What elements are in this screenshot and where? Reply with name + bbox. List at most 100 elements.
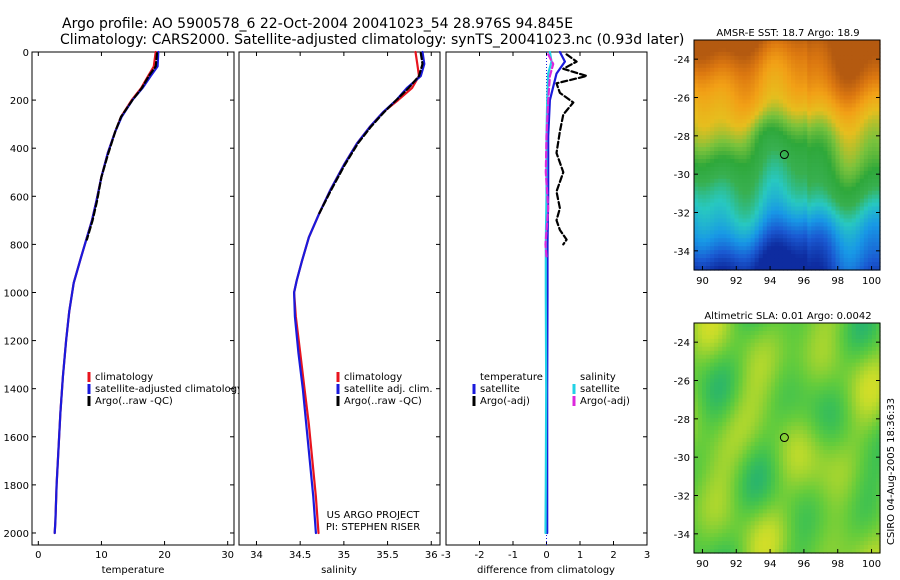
altimetric-cell: [710, 338, 715, 344]
amsre-cell: [726, 238, 731, 243]
altimetric-cell: [855, 354, 861, 360]
altimetric-cell: [871, 362, 877, 368]
altimetric-cell: [694, 398, 699, 403]
altimetric-cell: [819, 505, 824, 510]
altimetric-cell: [758, 489, 764, 495]
amsre-cell: [795, 99, 800, 105]
amsre-cell: [726, 186, 731, 192]
altimetric-cell: [811, 382, 816, 388]
amsre-cell: [726, 155, 731, 160]
altimetric-cell: [835, 457, 841, 463]
amsre-cell: [807, 266, 812, 271]
amsre-cell: [746, 123, 752, 128]
altimetric-cell: [734, 457, 740, 463]
amsre-cell: [726, 151, 731, 156]
amsre-cell: [738, 103, 744, 109]
amsre-cell: [875, 254, 881, 259]
amsre-cell: [823, 139, 829, 144]
amsre-cell: [787, 79, 792, 85]
altimetric-cell: [722, 477, 727, 483]
amsre-cell: [795, 71, 800, 77]
amsre-cell: [803, 135, 808, 140]
amsre-cell: [710, 254, 715, 259]
altimetric-cell: [782, 326, 788, 332]
amsre-cell: [803, 258, 808, 263]
amsre-cell: [694, 119, 699, 124]
altimetric-cell: [863, 438, 869, 443]
altimetric-cell: [746, 477, 752, 483]
altimetric-cell: [714, 402, 719, 407]
amsre-cell: [754, 83, 760, 89]
amsre-cell: [758, 87, 764, 93]
amsre-cell: [714, 254, 719, 259]
amsre-cell: [726, 206, 731, 212]
amsre-cell: [694, 147, 699, 152]
amsre-cell: [851, 258, 857, 263]
amsre-cell: [742, 155, 748, 160]
amsre-cell: [859, 182, 865, 188]
amsre-cell: [815, 166, 820, 172]
amsre-cell: [803, 151, 808, 156]
altimetric-cell: [831, 402, 837, 407]
amsre-cell: [774, 67, 780, 73]
altimetric-cell: [811, 489, 816, 495]
amsre-cell: [791, 178, 796, 184]
altimetric-cell: [839, 334, 845, 340]
amsre-cell: [875, 230, 881, 235]
temperature-ytick-label: 0: [23, 48, 29, 59]
amsre-cell: [754, 194, 760, 200]
amsre-cell: [811, 242, 816, 247]
altimetric-cell: [823, 350, 829, 356]
amsre-cell: [839, 127, 845, 132]
altimetric-cell: [795, 334, 800, 340]
altimetric-cell: [815, 386, 820, 392]
amsre-cell: [782, 123, 788, 128]
amsre-cell: [782, 103, 788, 109]
amsre-cell: [867, 222, 873, 227]
altimetric-cell: [778, 378, 784, 384]
altimetric-cell: [811, 323, 816, 328]
amsre-cell: [766, 210, 772, 216]
altimetric-cell: [791, 465, 796, 471]
altimetric-cell: [778, 426, 784, 431]
altimetric-cell: [738, 330, 744, 336]
amsre-cell: [863, 43, 869, 49]
altimetric-cell: [871, 366, 877, 372]
amsre-cell: [758, 103, 764, 109]
amsre-cell: [863, 202, 869, 208]
amsre-cell: [859, 166, 865, 172]
altimetric-cell: [859, 330, 865, 336]
altimetric-cell: [722, 414, 727, 419]
altimetric-cell: [698, 489, 703, 495]
altimetric-cell: [742, 418, 748, 423]
amsre-cell: [835, 95, 841, 101]
amsre-cell: [795, 258, 800, 263]
altimetric-cell: [795, 465, 800, 471]
altimetric-cell: [726, 350, 731, 356]
amsre-cell: [803, 238, 808, 243]
altimetric-cell: [831, 418, 837, 423]
amsre-cell: [702, 59, 707, 65]
amsre-cell: [738, 190, 744, 196]
altimetric-cell: [831, 461, 837, 467]
altimetric-cell: [698, 382, 703, 388]
amsre-cell: [750, 91, 756, 97]
altimetric-cell: [815, 438, 820, 443]
altimetric-cell: [791, 414, 796, 419]
altimetric-cell: [819, 354, 824, 360]
altimetric-cell: [811, 406, 816, 411]
altimetric-cell: [734, 445, 740, 451]
amsre-cell: [778, 254, 784, 259]
amsre-cell: [827, 55, 833, 61]
amsre-cell: [823, 83, 829, 89]
amsre-cell: [770, 230, 776, 235]
altimetric-cell: [847, 438, 853, 443]
amsre-cell: [754, 107, 760, 112]
altimetric-cell: [803, 469, 808, 475]
altimetric-cell: [811, 370, 816, 376]
amsre-cell: [750, 218, 756, 224]
altimetric-cell: [742, 501, 748, 507]
amsre-cell: [859, 119, 865, 124]
altimetric-cell: [702, 473, 707, 479]
amsre-cell: [799, 222, 804, 227]
